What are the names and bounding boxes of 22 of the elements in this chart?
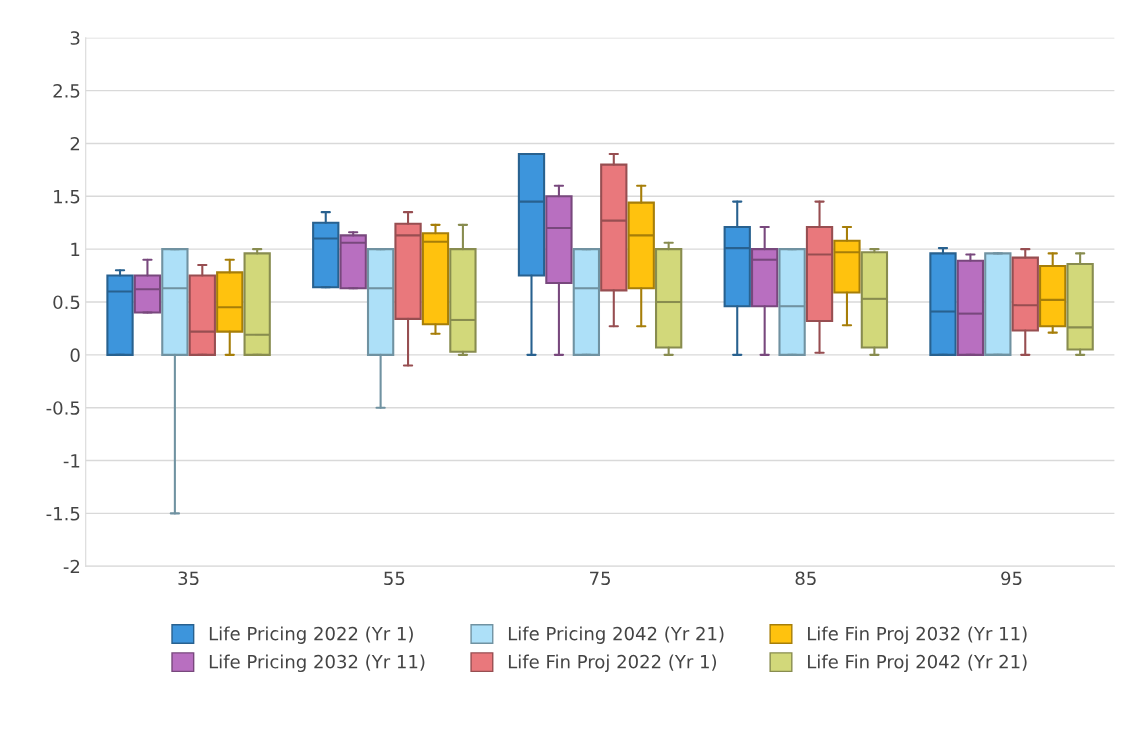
y-tick-label: 1.5 <box>54 190 80 204</box>
y-tick-label: -1.5 <box>46 507 80 521</box>
x-tick-label: 75 <box>590 571 610 586</box>
y-tick-label: -0.5 <box>46 401 80 415</box>
x-tick-label: 35 <box>178 571 199 586</box>
y-tick-label: 2.5 <box>53 84 80 98</box>
legend-label: Life Fin Proj 2032 (Yr 11) <box>808 626 1027 644</box>
x-tick-label: 55 <box>384 571 405 586</box>
x-tick-label: 95 <box>1001 571 1022 586</box>
legend-label: Life Fin Proj 2042 (Yr 21) <box>808 654 1027 673</box>
y-tick-label: 1 <box>71 242 80 257</box>
legend-label: Life Pricing 2022 (Yr 1) <box>209 626 413 644</box>
y-tick-label: 0.5 <box>53 295 80 310</box>
y-tick-label: 3 <box>70 31 80 45</box>
legend-label: Life Pricing 2032 (Yr 11) <box>209 654 425 673</box>
y-tick-label: 0 <box>70 348 80 362</box>
y-tick-label: -2 <box>63 559 80 574</box>
y-tick-label: 2 <box>70 136 80 151</box>
legend-label: Life Fin Proj 2022 (Yr 1) <box>508 654 717 673</box>
x-tick-label: 85 <box>795 571 816 586</box>
y-tick-label: -1 <box>63 454 80 468</box>
legend-label: Life Pricing 2042 (Yr 21) <box>508 626 724 644</box>
